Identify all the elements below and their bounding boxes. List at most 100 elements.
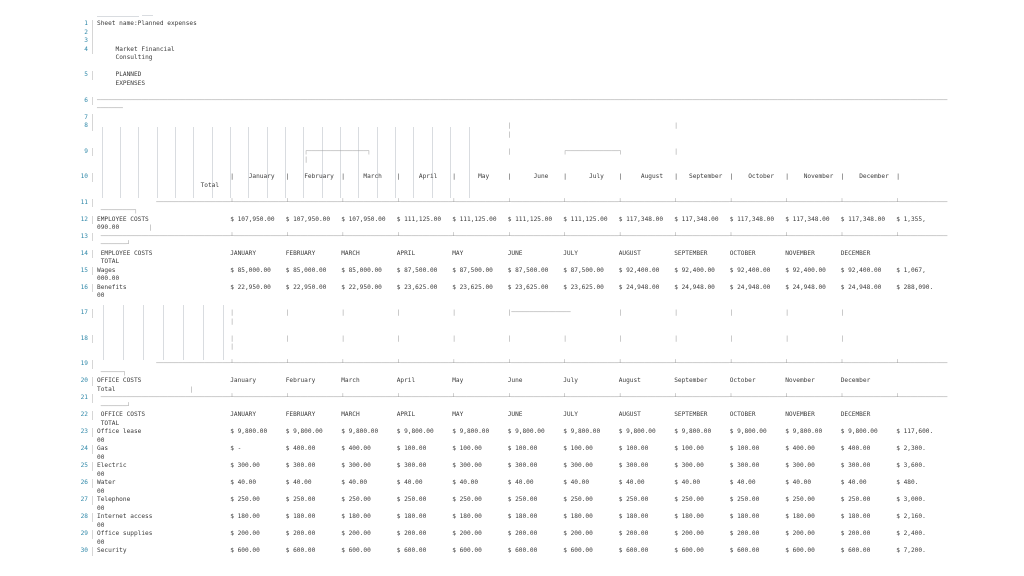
text-segment: DECEMBER [840, 411, 871, 418]
column-guide-line [174, 127, 176, 198]
text-line: 13 ───────────────────────────────────┴──… [0, 232, 947, 250]
cell-border-glyphs: | [341, 334, 345, 342]
text-line: 11 ────────────────────┴──────────────┴──… [0, 198, 947, 216]
text-segment: $ 180.00 [341, 513, 371, 520]
text-segment: $ 40.00 [618, 479, 645, 486]
text-segment: $ 87,500.00 [563, 266, 604, 274]
text-segment: $ 40.00 [507, 479, 534, 486]
text-segment: Total [200, 181, 220, 189]
cell-border-glyphs: ───────────────────────────────────┴────… [100, 232, 948, 240]
text-segment: $ 111,125.00 [563, 215, 608, 223]
text-segment: $ 9,800.00 [618, 428, 656, 435]
line-number: 18 [0, 334, 93, 343]
column-guide-line [123, 305, 124, 360]
text-segment: $ 200.00 [785, 530, 815, 537]
text-segment: March [341, 377, 360, 384]
text-line: 28 Internet access $ 180.00 $ 180.00 $ 180.0… [0, 513, 926, 530]
cell-border-glyphs: ────── [100, 368, 123, 376]
text-segment: $ 87,500.00 [507, 266, 549, 274]
text-segment: $ 40.00 [563, 479, 590, 486]
text-line: 20 OFFICE COSTS January February March April M… [0, 377, 870, 394]
text-segment: $ 100.00 [618, 445, 649, 452]
text-segment: JULY [563, 411, 578, 418]
text-line: 16 Benefits $ 22,950.00 $ 22,950.00 $ 22,950… [0, 283, 933, 310]
text-line: 26 Water $ 40.00 $ 40.00 $ 40.00 $ 40.00 $ 40.… [0, 479, 918, 496]
text-segment: OFFICE COSTS [97, 377, 142, 384]
text-line: 12 EMPLOYEE COSTS $ 107,950.00 $ 107,950.00… [0, 215, 926, 233]
text-segment: Total [97, 385, 116, 393]
text-segment: $ 200.00 [563, 530, 593, 537]
line-number: 22 [0, 411, 93, 420]
text-segment: $ 600.00 [840, 547, 871, 554]
text-segment: $ 9,800.00 [396, 428, 434, 435]
text-segment: JANUARY [230, 411, 257, 418]
column-guide-line [450, 127, 452, 198]
text-line: 21 ───────────────────────────────────┴──… [0, 394, 947, 411]
text-segment: JULY [563, 249, 578, 257]
text-segment: $ 200.00 [285, 530, 316, 537]
text-segment: $ 40.00 [729, 479, 756, 486]
text-segment: $ 300.00 [618, 462, 649, 469]
text-segment: $ 40.00 [341, 479, 368, 486]
text-segment: | [341, 173, 345, 180]
line-number: 9 [0, 147, 93, 156]
cell-border-glyphs: | [452, 334, 456, 342]
text-line: 24 Gas $ - $ 400.00 $ 400.00 $ 100.00 $ 100.00… [0, 445, 926, 462]
text-segment: 00 [97, 521, 105, 529]
text-line: 27 Telephone $ 250.00 $ 250.00 $ 250.00 $ 250… [0, 496, 926, 513]
text-segment: $ 22,950.00 [341, 283, 382, 291]
text-segment: $ 300.00 [285, 462, 316, 469]
cell-border-glyphs: ──────────────── [307, 147, 368, 155]
text-segment: $ 300.00 [452, 462, 482, 469]
line-number: 21 [0, 394, 93, 403]
text-segment: $ 9,800.00 [674, 428, 712, 435]
text-segment: SEPTEMBER [674, 249, 708, 257]
cell-border-glyphs: ─────── [97, 105, 123, 112]
column-guide-line [223, 305, 224, 360]
cell-border-glyphs: | [341, 309, 345, 316]
text-segment: $ 24,948.00 [618, 283, 660, 291]
text-segment: $ 300.00 [563, 462, 593, 469]
text-line: 14 EMPLOYEE COSTS JANUARY FEBRUARY MARCH APRI… [0, 249, 870, 267]
text-segment: JUNE [507, 411, 523, 418]
text-segment: FEBRUARY [285, 249, 316, 257]
text-segment: AUGUST [618, 411, 641, 418]
text-segment: June [507, 377, 523, 384]
text-segment: $ 180.00 [618, 513, 649, 520]
text-segment: $ 92,400.00 [840, 266, 882, 274]
text-segment: $ 3,600. [896, 462, 926, 469]
text-segment: $ 1,067, [896, 266, 926, 274]
text-segment: $ 200.00 [618, 530, 649, 537]
text-segment: July [563, 377, 578, 384]
line-number: 6 [0, 96, 93, 105]
text-segment: $ 117,600. [896, 428, 934, 435]
text-segment: $ 250.00 [285, 496, 316, 503]
cell-border-glyphs: | [396, 309, 401, 316]
cell-border-glyphs: ┐ [367, 147, 371, 155]
cell-border-glyphs: | [304, 156, 308, 163]
text-segment: $ 1,355, [896, 215, 926, 223]
text-segment: OCTOBER [729, 411, 756, 418]
text-segment: Consulting [115, 54, 153, 61]
text-segment: $ 87,500.00 [396, 266, 438, 274]
text-segment: FEBRUARY [285, 411, 316, 418]
line-number: 15 [0, 266, 93, 275]
text-segment: $ 180.00 [840, 513, 871, 520]
text-segment: $ 600.00 [452, 547, 482, 554]
line-number: 12 [0, 215, 93, 224]
text-segment: $ 180.00 [785, 513, 815, 520]
text-segment: $ 250.00 [840, 496, 871, 503]
text-segment: June [533, 173, 549, 180]
cell-border-glyphs: | [674, 122, 678, 129]
text-segment: $ 85,000.00 [341, 266, 382, 274]
text-segment: $ 9,800.00 [230, 428, 268, 435]
text-segment: $ 100.00 [396, 445, 427, 452]
text-segment: $ 24,948.00 [785, 283, 826, 291]
text-segment: $ 600.00 [507, 547, 538, 554]
text-segment: OFFICE COSTS [100, 411, 146, 418]
line-number: 13 [0, 232, 93, 241]
text-segment: $ 300.00 [396, 462, 427, 469]
text-segment: | [618, 173, 623, 180]
line-list: 1 Sheet name:Planned expenses 2 3 4 Market Fi… [0, 20, 947, 556]
text-segment: May [478, 173, 490, 180]
